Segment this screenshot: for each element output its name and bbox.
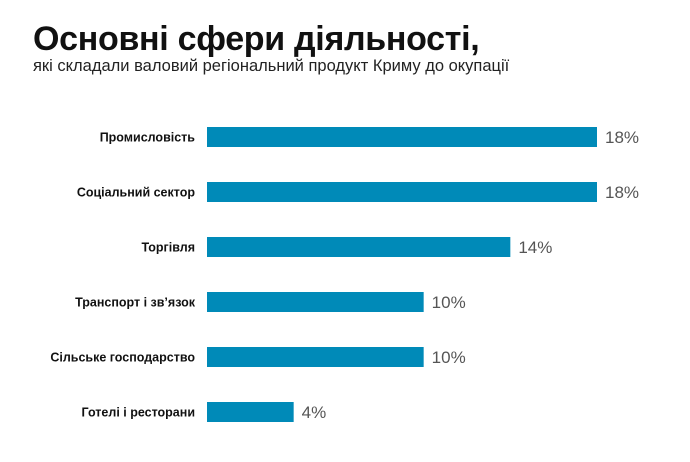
- value-label: 10%: [432, 293, 466, 312]
- chart-title: Основні сфери діяльності,: [33, 20, 480, 58]
- value-label: 18%: [605, 183, 639, 202]
- value-label: 18%: [605, 128, 639, 147]
- value-label: 4%: [302, 403, 327, 422]
- bar: [207, 402, 294, 422]
- category-label: Соціальний сектор: [77, 186, 196, 200]
- category-label: Промисловість: [100, 131, 196, 145]
- category-label: Готелі і ресторани: [82, 406, 195, 420]
- bar: [207, 292, 424, 312]
- bar: [207, 347, 424, 367]
- category-label: Торгівля: [141, 241, 195, 255]
- chart-subtitle: які складали валовий регіональний продук…: [33, 57, 510, 75]
- value-label: 10%: [432, 348, 466, 367]
- category-label: Транспорт і зв’язок: [75, 296, 196, 310]
- value-label: 14%: [518, 238, 552, 257]
- bar: [207, 127, 597, 147]
- bar: [207, 237, 511, 257]
- bar: [207, 182, 597, 202]
- category-label: Сільське господарство: [50, 351, 195, 365]
